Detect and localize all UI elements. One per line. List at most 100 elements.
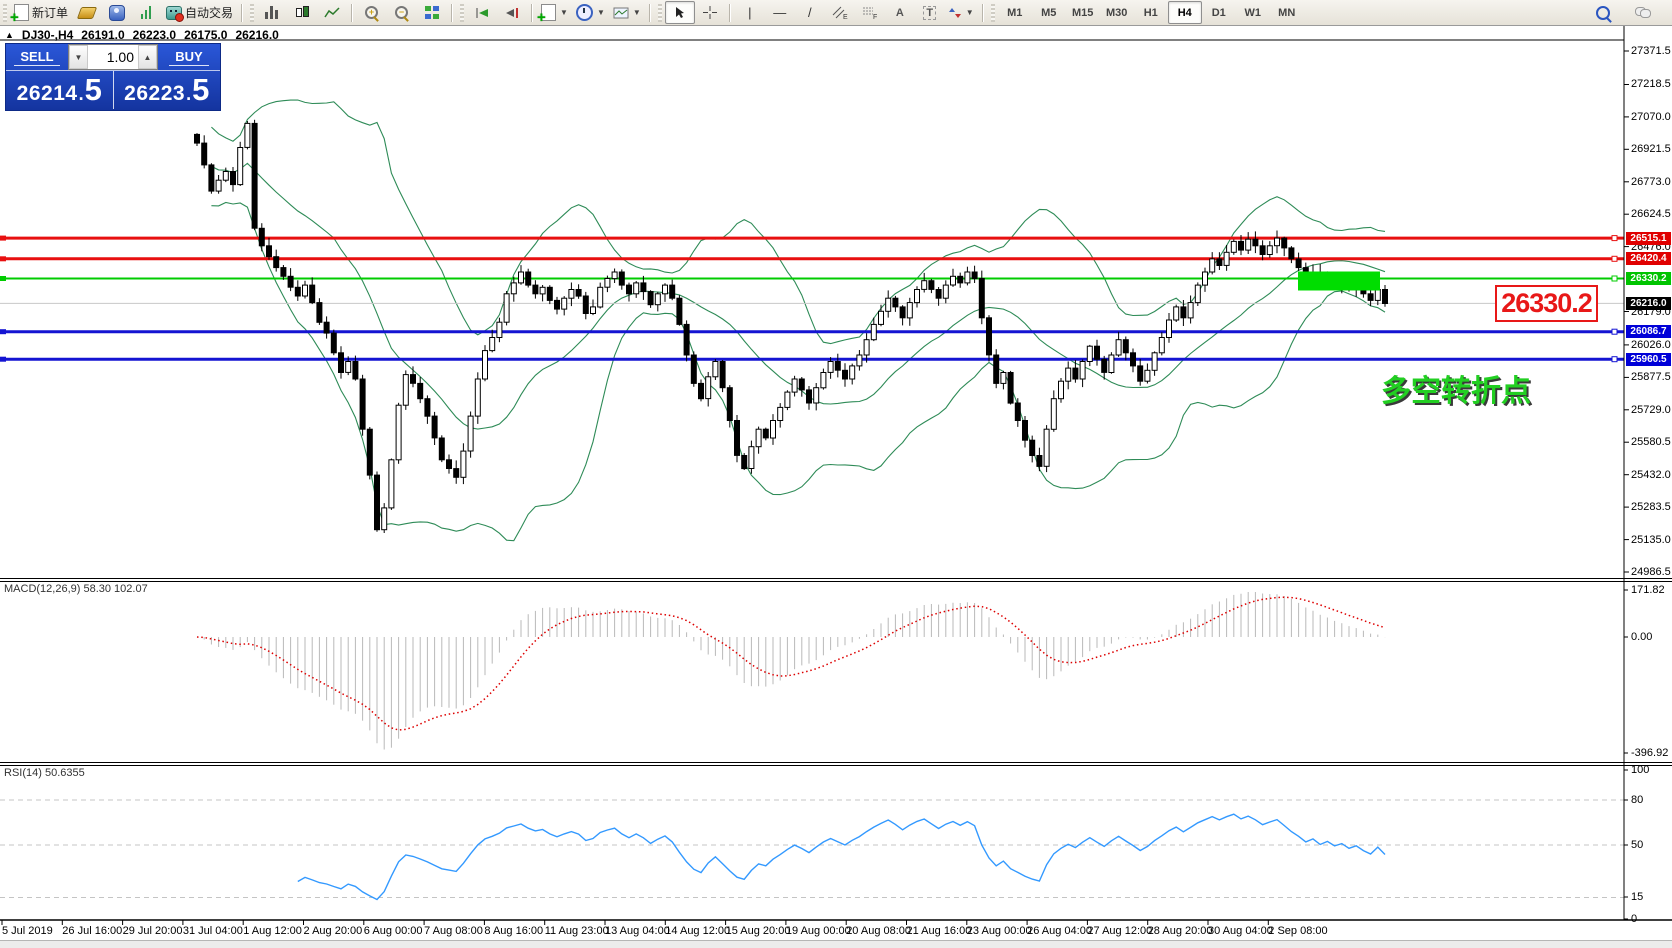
vertical-line-button[interactable]: | [735, 1, 765, 24]
zoom-out-icon: − [395, 5, 409, 22]
volume-decrease-button[interactable]: ▼ [69, 45, 88, 69]
price-tick-label: 24986.5 [1631, 566, 1671, 578]
line-chart-button[interactable] [317, 1, 347, 24]
price-callout[interactable]: 26330.2 [1495, 285, 1598, 322]
time-axis-label: 8 Aug 16:00 [484, 925, 544, 937]
price-tag: 26515.1 [1626, 232, 1671, 245]
price-tick-label: 26026.0 [1631, 339, 1671, 351]
clock-icon [575, 4, 593, 21]
search-button[interactable] [1588, 1, 1618, 24]
price-tag: 26420.4 [1626, 252, 1671, 265]
sell-price[interactable]: 26214 . 5 [6, 71, 114, 109]
text-label-button[interactable]: T [915, 1, 945, 24]
chat-icon [1635, 6, 1651, 19]
sell-price-main: 26214 [16, 82, 78, 105]
community-icon [109, 4, 126, 21]
vertical-line-icon: | [748, 5, 752, 20]
bar-chart-button[interactable] [257, 1, 287, 24]
time-axis-label: 11 Aug 23:00 [544, 925, 609, 937]
price-tick-label: 27218.5 [1631, 78, 1671, 90]
cursor-button[interactable] [664, 1, 695, 24]
chevron-down-icon: ▼ [965, 8, 974, 17]
tile-windows-button[interactable] [417, 1, 447, 24]
price-tag: 26330.2 [1626, 272, 1671, 285]
time-axis-label: 2 Sep 08:00 [1268, 925, 1328, 937]
timeframe-button-M15[interactable]: M15 [1072, 6, 1094, 19]
cursor-icon [675, 7, 684, 18]
quote-low: 26175.0 [184, 28, 228, 42]
zoom-in-icon: + [365, 5, 379, 22]
time-axis-label: 15 Aug 20:00 [725, 925, 791, 937]
auto-scroll-button[interactable] [467, 1, 497, 24]
template-icon [613, 7, 629, 18]
sell-button[interactable]: SELL [6, 44, 68, 70]
timeframe-button-M5[interactable]: M5 [1041, 6, 1057, 19]
time-axis-label: 2 Aug 20:00 [303, 925, 363, 937]
rsi-axis-label: 0 [1631, 913, 1638, 925]
auto-scroll-icon [476, 7, 488, 18]
new-order-button[interactable]: 新订单 [10, 1, 72, 26]
price-tick-label: 26921.5 [1631, 143, 1671, 155]
line-chart-icon [324, 6, 340, 17]
price-tick-label: 25877.5 [1631, 371, 1671, 383]
signals-icon [140, 6, 154, 19]
price-tick-label: 26624.5 [1631, 208, 1671, 220]
time-axis-label: 28 Aug 20:00 [1147, 925, 1213, 937]
quote-open: 26191.0 [81, 28, 125, 42]
timeframe-button-D1[interactable]: D1 [1211, 6, 1226, 19]
time-axis-label: 26 Jul 16:00 [62, 925, 123, 937]
symbol-period: DJ30-,H4 [21, 28, 74, 42]
chart-shift-button[interactable] [497, 1, 527, 24]
volume-stepper: ▼ 1.00 ▲ [68, 44, 158, 70]
direction-up-icon: ▲ [5, 30, 14, 40]
buy-button[interactable]: BUY [158, 44, 220, 70]
horizontal-scrollbar[interactable] [0, 940, 1672, 948]
timeframe-button-MN[interactable]: MN [1278, 6, 1296, 19]
signals-button[interactable] [132, 1, 162, 24]
timeframe-button-H4[interactable]: H4 [1167, 1, 1202, 24]
periods-button[interactable]: ▼ [572, 1, 609, 24]
rsi-axis-label: 50 [1631, 839, 1644, 851]
fibonacci-icon: F [862, 7, 877, 19]
chart-region: ▲ DJ30-,H4 26191.0 26223.0 26175.0 26216… [0, 26, 1672, 948]
arrows-button[interactable]: ▼ [945, 1, 978, 24]
crosshair-button[interactable] [695, 1, 725, 24]
candlestick-chart-button[interactable] [287, 1, 317, 24]
svg-text:E: E [843, 14, 848, 19]
macd-axis-label: -396.92 [1631, 747, 1669, 759]
chat-button[interactable] [1628, 1, 1658, 24]
chart-annotation-text[interactable]: 多空转折点 [1381, 375, 1531, 408]
indicators-icon [537, 4, 557, 26]
templates-button[interactable]: ▼ [609, 1, 645, 24]
chevron-down-icon: ▼ [632, 8, 641, 17]
timeframe-button-M1[interactable]: M1 [1007, 6, 1023, 19]
indicators-button[interactable]: ▼ [537, 1, 572, 26]
chart-canvas[interactable] [0, 26, 1672, 948]
text-button[interactable]: A [885, 1, 915, 24]
price-tick-label: 25580.5 [1631, 436, 1671, 448]
timeframe-button-M30[interactable]: M30 [1106, 6, 1128, 19]
buy-label: BUY [169, 49, 209, 66]
buy-price[interactable]: 26223 . 5 [114, 71, 221, 109]
volume-increase-button[interactable]: ▲ [138, 45, 157, 69]
horizontal-line-button[interactable]: — [765, 1, 795, 24]
community-button[interactable] [102, 1, 132, 24]
price-callout-text: 26330.2 [1501, 288, 1593, 318]
timeframe-button-H1[interactable]: H1 [1143, 6, 1158, 19]
trendline-button[interactable]: / [795, 1, 825, 24]
zoom-in-button[interactable]: + [357, 1, 387, 24]
time-axis-label: 6 Aug 00:00 [363, 925, 423, 937]
candlestick-chart-icon [295, 5, 310, 20]
price-tag: 26216.0 [1626, 297, 1671, 310]
autotrading-button[interactable]: 自动交易 [162, 1, 237, 24]
macd-axis-label: 0.00 [1631, 631, 1653, 643]
timeframe-button-W1[interactable]: W1 [1244, 6, 1261, 19]
autotrading-label: 自动交易 [185, 6, 234, 20]
channel-button[interactable]: E [825, 1, 855, 24]
styler-button[interactable] [72, 1, 102, 24]
fibonacci-button[interactable]: F [855, 1, 885, 24]
zoom-out-button[interactable]: − [387, 1, 417, 24]
new-order-label: 新订单 [32, 6, 69, 20]
volume-value[interactable]: 1.00 [106, 49, 134, 65]
text-label-icon: T [923, 5, 937, 20]
